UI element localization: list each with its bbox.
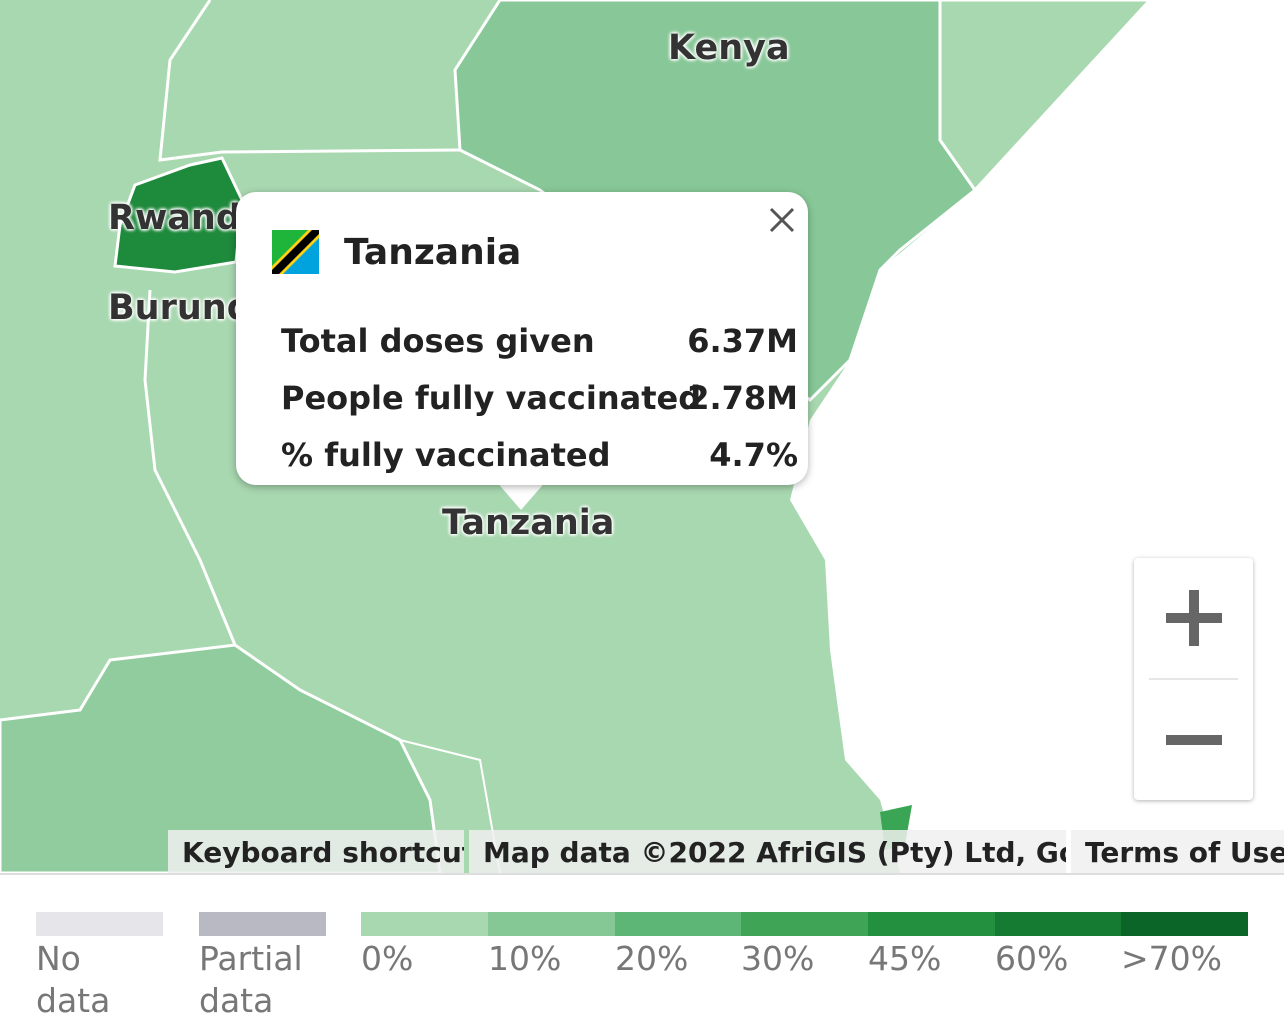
- legend-swatch: [615, 912, 742, 936]
- flag: [272, 230, 319, 274]
- attribution[interactable]: Keyboard shortcuts: [168, 830, 464, 873]
- divider: [0, 873, 1284, 875]
- row-label: People fully vaccinated: [281, 379, 702, 417]
- row-label: % fully vaccinated: [281, 436, 611, 474]
- legend-label: 20%: [615, 939, 689, 978]
- border: [158, 0, 461, 162]
- popup: Tanzania Total doses given 6.37M People fu…: [236, 192, 808, 485]
- legend-label: 45%: [868, 939, 942, 978]
- zoom-icons[interactable]: [1134, 558, 1253, 800]
- legend-swatch: [36, 912, 163, 936]
- attribution: Map data ©2022 AfriGIS (Pty) Ltd, Google: [469, 830, 1066, 873]
- legend-swatch: [741, 912, 868, 936]
- legend-label: >70%: [1121, 939, 1222, 978]
- border: [143, 289, 237, 646]
- legend-swatch: [995, 912, 1122, 936]
- legend-label: Partial data: [199, 939, 303, 1020]
- legend-label: No data: [36, 939, 111, 1020]
- row-label: Total doses given: [281, 322, 595, 360]
- legend-swatch: [868, 912, 995, 936]
- popup-tail: [495, 480, 547, 510]
- legend-swatch: [488, 912, 615, 936]
- row-value: 6.37M: [687, 322, 798, 360]
- legend-swatch: [199, 912, 326, 936]
- legend-swatch: [1121, 912, 1248, 936]
- map-label: Kenya: [668, 28, 790, 68]
- map-label: Tanzania: [442, 503, 615, 543]
- attribution[interactable]: Terms of Use: [1071, 830, 1284, 873]
- row-value: 4.7%: [709, 436, 798, 474]
- row-value: 2.78M: [687, 379, 798, 417]
- legend-label: 30%: [741, 939, 815, 978]
- close-button[interactable]: [766, 204, 798, 236]
- zoom-control: [1134, 558, 1253, 800]
- popup-title: Tanzania: [344, 232, 522, 273]
- legend-label: 0%: [361, 939, 414, 978]
- legend-label: 10%: [488, 939, 562, 978]
- legend-swatch: [361, 912, 488, 936]
- legend-label: 60%: [995, 939, 1069, 978]
